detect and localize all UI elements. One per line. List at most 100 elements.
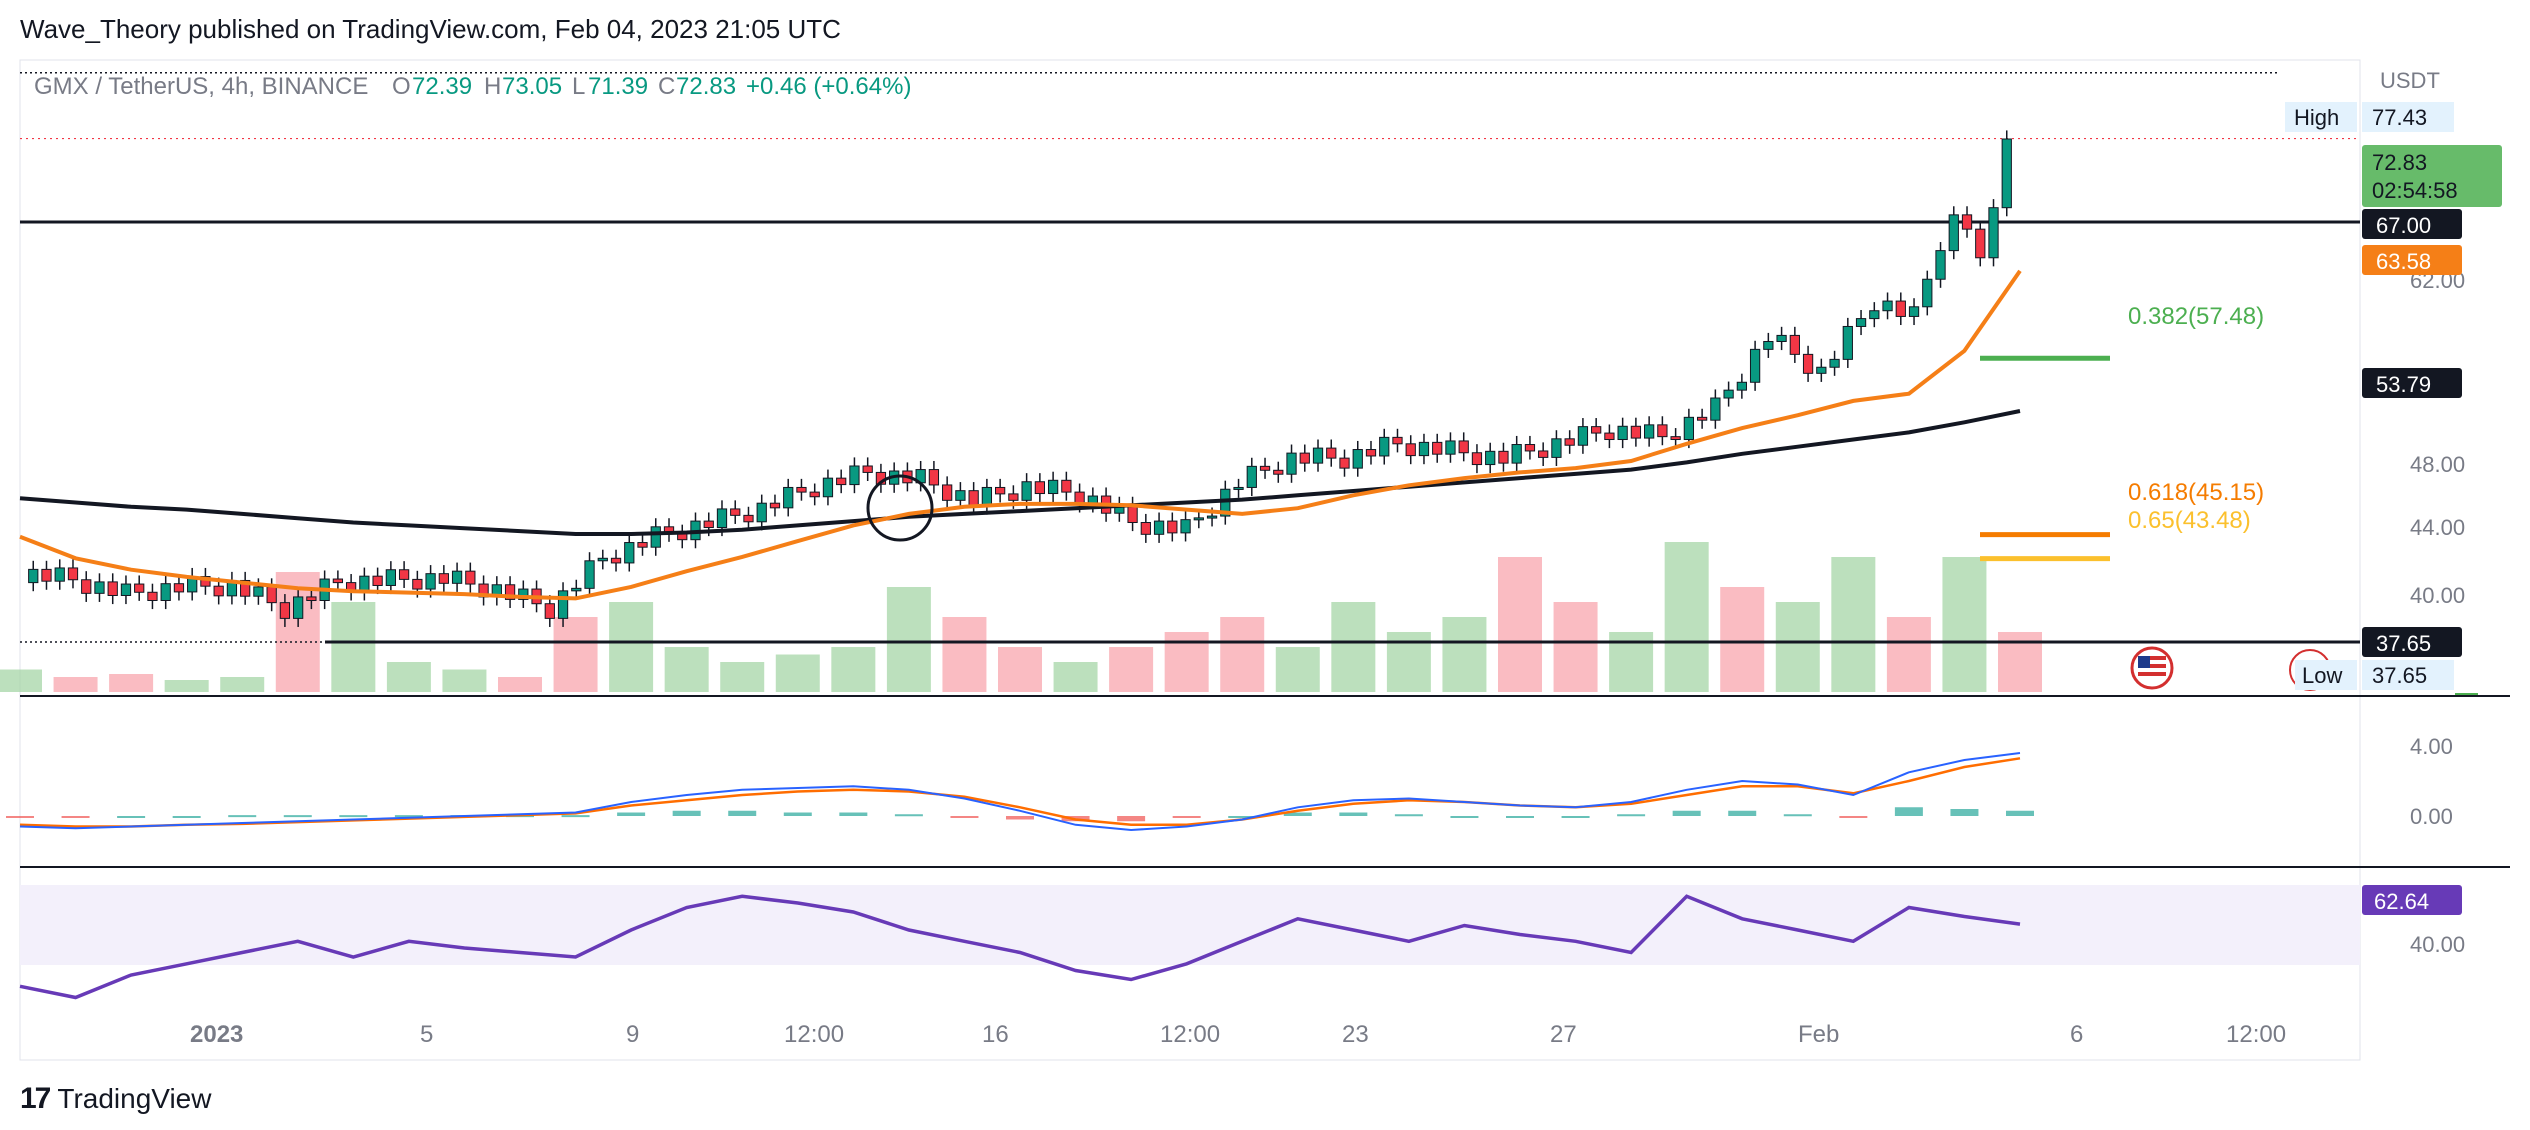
candle-down [1339, 457, 1350, 469]
candle-down [213, 585, 224, 597]
candle-down [1564, 438, 1575, 446]
candle-up [1153, 520, 1165, 535]
candle-up [557, 590, 569, 619]
volume-bar [1775, 602, 1820, 692]
candle-up [1710, 397, 1721, 421]
macd-histogram-bar [283, 815, 312, 818]
volume-bar [942, 617, 987, 692]
ema50-label: 63.58 [2376, 249, 2431, 274]
candle-down [1326, 447, 1337, 459]
macd-histogram-bar [1172, 816, 1201, 818]
macd-histogram-bar [61, 816, 90, 818]
time-tick-feb: Feb [1798, 1021, 1839, 1048]
macd-histogram-bar [1228, 816, 1257, 818]
candle-down [372, 575, 383, 586]
candle-up [1776, 334, 1787, 342]
macd-tick-0: 0.00 [2410, 804, 2453, 829]
ema50-bg [2362, 245, 2462, 275]
chart-frame [19, 59, 2361, 1061]
ema50-line [19, 269, 2022, 601]
candle-down [1802, 353, 1814, 374]
candle-up [451, 570, 463, 584]
rsi-band [20, 885, 2360, 965]
volume-bar [1498, 557, 1542, 692]
macd-histogram-bar [1117, 816, 1146, 822]
macd-histogram-bar [561, 815, 590, 818]
candle-up [1855, 318, 1867, 327]
candle-up [1948, 214, 1959, 252]
candle-down [240, 579, 251, 597]
candle-down [637, 542, 648, 548]
candle-down [1299, 452, 1310, 464]
brand-name: TradingView [57, 1083, 212, 1114]
time-tick-1200-a: 12:00 [784, 1021, 844, 1048]
macd-histogram-bar [894, 814, 923, 817]
candle-down [1604, 432, 1615, 441]
volume-bar [164, 680, 209, 692]
tradingview-logo-icon: 17 [20, 1082, 51, 1115]
macd-tick-4: 4.00 [2410, 734, 2453, 759]
candle-down [1895, 300, 1906, 317]
candle-up [597, 557, 608, 562]
candle-up [1816, 366, 1827, 374]
volume-bar [831, 647, 876, 692]
candle-down [1975, 228, 1986, 259]
rsi-layer [19, 894, 2021, 1000]
time-tick-5: 5 [420, 1021, 433, 1048]
candle-up [120, 583, 132, 596]
high-tag-bg [2285, 102, 2357, 132]
candle-down [134, 583, 145, 593]
macd-histogram-bar [6, 816, 34, 818]
candle-up [1551, 438, 1562, 458]
rsi-value-bg [2362, 885, 2462, 915]
fib-label: 0.382(57.48) [2128, 303, 2264, 330]
candle-up [28, 568, 39, 584]
candle-up [160, 583, 171, 602]
candle-up [1644, 424, 1655, 439]
candle-down [730, 508, 741, 516]
volume-bar [53, 677, 98, 692]
candle-up [1577, 426, 1589, 446]
resistance-bg [2362, 209, 2462, 239]
candle-up [1193, 517, 1204, 521]
candle-up [518, 588, 529, 600]
candle-down [1789, 334, 1800, 355]
tradingview-logo[interactable]: 17 TradingView [20, 1082, 211, 1116]
volume-bar [1886, 617, 1931, 692]
publisher-header: Wave_Theory published on TradingView.com… [20, 14, 841, 44]
resistance-label: 67.00 [2376, 213, 2431, 238]
fib-label: 0.618(45.15) [2128, 479, 2264, 506]
us-event-icon[interactable] [2130, 646, 2174, 690]
l-value: 71.39 [588, 73, 648, 100]
macd-histogram-bar [1450, 816, 1479, 818]
candle-down [994, 486, 1006, 495]
volume-bar [1720, 587, 1765, 692]
candle-down [1259, 465, 1271, 471]
candle-up [1683, 416, 1695, 441]
volume-bar [386, 662, 431, 692]
candle-up [1485, 450, 1496, 466]
macd-histogram-bar [339, 815, 368, 818]
candle-up [1908, 306, 1920, 317]
volume-bar [720, 662, 765, 692]
candle-up [1869, 310, 1880, 320]
crossover-circle [866, 474, 934, 542]
time-tick-1200-b: 12:00 [1160, 1021, 1220, 1048]
macd-histogram-bar [1783, 814, 1812, 817]
candle-down [1538, 450, 1549, 458]
volume-bar [1220, 617, 1265, 692]
price-tick-48: 48.00 [2410, 452, 2465, 477]
candle-down [1140, 522, 1151, 535]
fib-label: 0.65(43.48) [2128, 507, 2251, 534]
candle-up [1922, 278, 1933, 308]
candle-up [253, 586, 264, 597]
macd-histogram-bar [1839, 816, 1868, 818]
candle-down [1061, 479, 1072, 493]
symbol-name: GMX / TetherUS, 4h, BINANCE [34, 73, 368, 100]
candle-down [1524, 444, 1536, 452]
macd-histogram-bar [617, 812, 646, 816]
time-tick-27: 27 [1550, 1021, 1577, 1048]
volume-bar [1831, 557, 1876, 692]
macd-histogram-bar [672, 810, 701, 816]
